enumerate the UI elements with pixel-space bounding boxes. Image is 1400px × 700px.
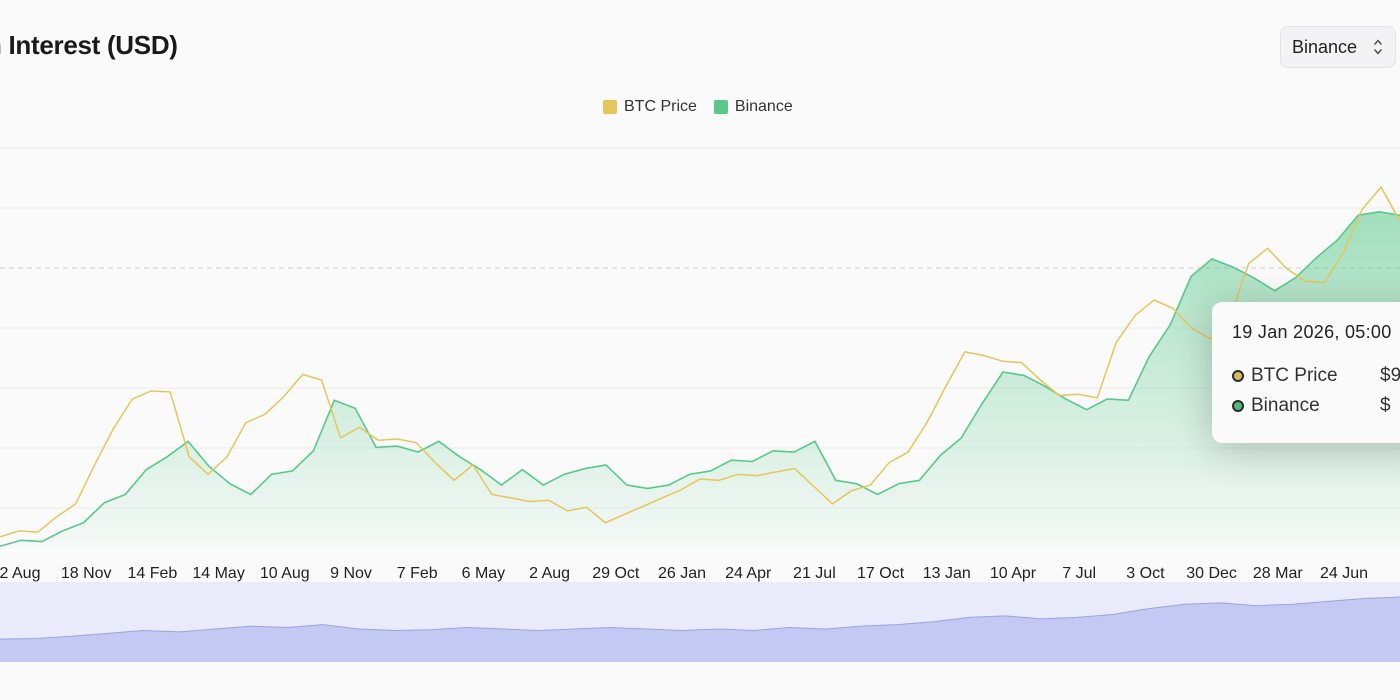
chart-legend: BTC Price Binance	[603, 98, 810, 116]
footer-strip	[0, 664, 1400, 700]
chevron-updown-icon	[1374, 39, 1382, 55]
x-tick-label: 3 Oct	[1126, 565, 1165, 582]
x-tick-label: 24 Apr	[725, 565, 772, 582]
x-axis: 2 Aug 18 Nov 14 Feb 14 May 10 Aug 9 Nov 7 Feb 6…	[0, 565, 1368, 582]
tooltip-dot-binance	[1232, 400, 1244, 412]
tooltip-label-btc-price: BTC Price	[1251, 365, 1338, 386]
series-line-btc-price	[0, 185, 1400, 538]
x-tick-label: 13 Jan	[923, 565, 971, 582]
series-area-binance	[0, 211, 1400, 548]
x-tick-label: 28 Mar	[1253, 565, 1303, 582]
x-tick-label: 17 Oct	[857, 565, 905, 582]
chart-title: n Interest (USD)	[0, 30, 178, 60]
legend-label-binance: Binance	[734, 98, 793, 115]
x-tick-label: 7 Jul	[1062, 565, 1096, 582]
tooltip-value-btc-price: $9	[1380, 365, 1400, 386]
x-tick-label: 14 May	[192, 565, 244, 582]
tooltip-date: 19 Jan 2026, 05:00	[1232, 322, 1392, 342]
tooltip-dot-btc-price	[1232, 370, 1244, 382]
x-tick-label: 2 Aug	[529, 565, 570, 582]
tooltip-label-binance: Binance	[1251, 395, 1320, 416]
x-tick-label: 29 Oct	[592, 565, 640, 582]
range-navigator-series	[0, 596, 1400, 662]
tooltip-value-binance: $	[1380, 395, 1391, 416]
x-tick-label: 24 Jun	[1320, 565, 1368, 582]
chart-plot[interactable]: 2 Aug 18 Nov 14 Feb 14 May 10 Aug 9 Nov 7 Feb 6…	[0, 0, 1400, 664]
chart-series	[0, 185, 1400, 548]
x-tick-label: 10 Apr	[990, 565, 1037, 582]
navigator-area	[0, 597, 1400, 662]
x-tick-label: 9 Nov	[330, 565, 372, 582]
tooltip-row-binance: Binance $	[1232, 391, 1400, 421]
x-tick-label: 18 Nov	[61, 565, 112, 582]
chart-tooltip: 19 Jan 2026, 05:00 BTC Price $9 Binance …	[1212, 302, 1400, 443]
x-tick-label: 30 Dec	[1186, 565, 1237, 582]
legend-swatch-binance	[713, 100, 728, 114]
exchange-select-value: Binance	[1292, 36, 1358, 57]
x-tick-label: 2 Aug	[0, 565, 40, 582]
legend-swatch-btc-price	[603, 100, 617, 114]
navigator-line	[0, 596, 1400, 640]
tooltip-row-btc-price: BTC Price $9	[1232, 361, 1400, 391]
x-tick-label: 7 Feb	[397, 565, 438, 582]
legend-item-btc-price[interactable]: BTC Price	[603, 98, 697, 116]
x-tick-label: 14 Feb	[127, 565, 177, 582]
series-line-binance	[0, 211, 1400, 548]
legend-label-btc-price: BTC Price	[624, 98, 697, 115]
exchange-select[interactable]: Binance	[1280, 26, 1396, 68]
x-tick-label: 6 May	[462, 565, 506, 582]
x-tick-label: 10 Aug	[260, 565, 310, 582]
x-tick-label: 26 Jan	[658, 565, 706, 582]
x-tick-label: 21 Jul	[793, 565, 836, 582]
legend-item-binance[interactable]: Binance	[713, 98, 793, 116]
